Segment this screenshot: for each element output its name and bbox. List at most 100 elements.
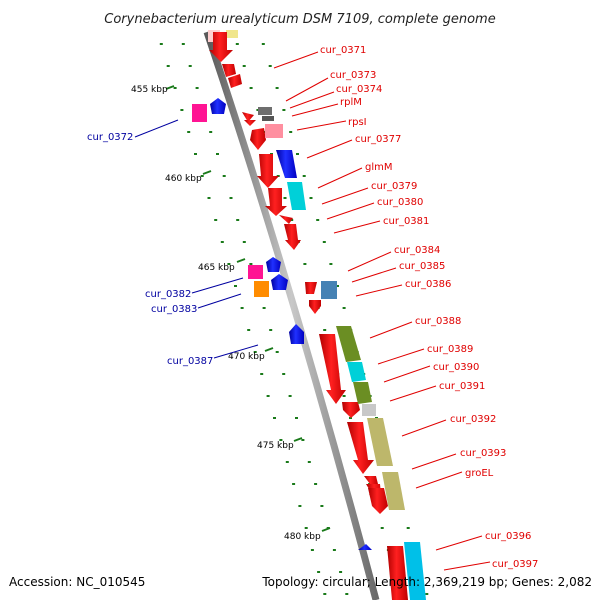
gene-arrow [387, 546, 408, 600]
gene-label[interactable]: cur_0385 [399, 261, 445, 272]
topology-label: Topology: circular; Length: 2,369,219 bp… [261, 575, 592, 589]
tick-mark [165, 85, 175, 90]
gene-label[interactable]: cur_0380 [377, 197, 423, 208]
accession-label: Accession: NC_010545 [9, 575, 145, 589]
track-dot [380, 527, 384, 529]
gene-label[interactable]: glmM [365, 162, 393, 173]
track-dot [214, 219, 218, 221]
gene-label[interactable]: cur_0393 [460, 448, 506, 459]
track-dot [234, 285, 237, 287]
track-dot [260, 373, 264, 375]
leader-line [296, 120, 347, 131]
gene-label[interactable]: cur_0372 [87, 132, 133, 143]
track-dot [249, 263, 253, 265]
track-dot [302, 175, 306, 177]
gene-arrow [257, 154, 279, 188]
track-dot [268, 65, 272, 67]
cog-box [404, 542, 426, 600]
track-dot [269, 329, 273, 331]
leader-line [197, 293, 242, 309]
track-dot [159, 43, 163, 45]
leader-line [273, 51, 319, 69]
track-dot [282, 373, 286, 375]
track-dot [304, 527, 308, 529]
gene-label[interactable]: cur_0390 [433, 362, 479, 373]
gene-arrow [222, 64, 236, 77]
gene-label[interactable]: cur_0374 [336, 84, 382, 95]
track-dot [256, 109, 260, 111]
track-dot [222, 175, 226, 177]
cog-box [382, 472, 405, 510]
track-dot [209, 131, 213, 133]
gene-label[interactable]: cur_0382 [145, 289, 191, 300]
leader-line [443, 561, 491, 571]
track-dot [187, 131, 191, 133]
track-dot [279, 439, 283, 441]
cog-box [258, 107, 272, 115]
track-dot [166, 65, 170, 67]
gene-label[interactable]: rpsI [348, 117, 367, 128]
gene-label[interactable]: cur_0386 [405, 279, 451, 290]
gene-label[interactable]: cur_0397 [492, 559, 538, 570]
track-dot [329, 263, 333, 265]
track-dot [273, 417, 276, 419]
gene-label[interactable]: cur_0379 [371, 181, 417, 192]
gene-label[interactable]: cur_0389 [427, 344, 473, 355]
track-dot [240, 307, 244, 309]
track-dot [339, 571, 343, 573]
track-dot [296, 153, 299, 155]
leader-line [401, 419, 447, 437]
track-dot [332, 549, 336, 551]
gene-arrow [368, 488, 388, 514]
leader-line [415, 471, 463, 489]
track-dot [298, 505, 302, 507]
gene-label[interactable]: cur_0392 [450, 414, 496, 425]
track-dot [188, 65, 192, 67]
track-dot [266, 395, 270, 397]
cog-box [362, 404, 376, 416]
scale-ticks: 455 kbp 460 kbp 465 kbp 470 kbp 475 kbp … [131, 85, 331, 542]
gene-arrow [279, 215, 293, 224]
gene-label[interactable]: cur_0381 [383, 216, 429, 227]
gene-label[interactable]: cur_0384 [394, 245, 440, 256]
gene-label[interactable]: cur_0371 [320, 45, 366, 56]
gene-arrow [209, 32, 233, 62]
track-dot [181, 43, 185, 45]
features [192, 30, 426, 600]
gene-arrow-reverse [271, 274, 288, 290]
track-dot [317, 571, 321, 573]
track-dot [262, 307, 266, 309]
gene-label[interactable]: rplM [340, 97, 362, 108]
gene-label[interactable]: cur_0373 [330, 70, 376, 81]
gene-arrow [342, 402, 360, 418]
gene-label[interactable]: groEL [465, 468, 494, 479]
genome-backbone [203, 30, 380, 600]
leader-line [321, 187, 369, 205]
track-dot [200, 175, 204, 177]
gene-label[interactable]: cur_0387 [167, 356, 213, 367]
tick-mark [202, 170, 212, 175]
cog-box [248, 265, 263, 279]
gene-label[interactable]: cur_0396 [485, 531, 531, 542]
gene-label[interactable]: cur_0388 [415, 316, 461, 327]
gene-label[interactable]: cur_0391 [439, 381, 485, 392]
tick-mark [236, 258, 246, 263]
gene-arrow [242, 112, 254, 122]
track-dot [285, 461, 289, 463]
track-dot [247, 329, 251, 331]
track-dot [323, 593, 327, 595]
track-dot [194, 153, 197, 155]
map-title: Corynebacterium urealyticum DSM 7109, co… [104, 12, 495, 27]
leader-line [369, 321, 413, 339]
gene-arrow [347, 422, 374, 474]
cog-box [347, 362, 366, 382]
gene-label[interactable]: cur_0383 [151, 304, 197, 315]
gene-label[interactable]: cur_0377 [355, 134, 401, 145]
gene-arrow [319, 334, 346, 404]
leader-line [383, 365, 431, 383]
track-dot [216, 153, 219, 155]
leader-line [333, 220, 381, 234]
track-dot [322, 241, 326, 243]
leader-line [377, 348, 425, 365]
